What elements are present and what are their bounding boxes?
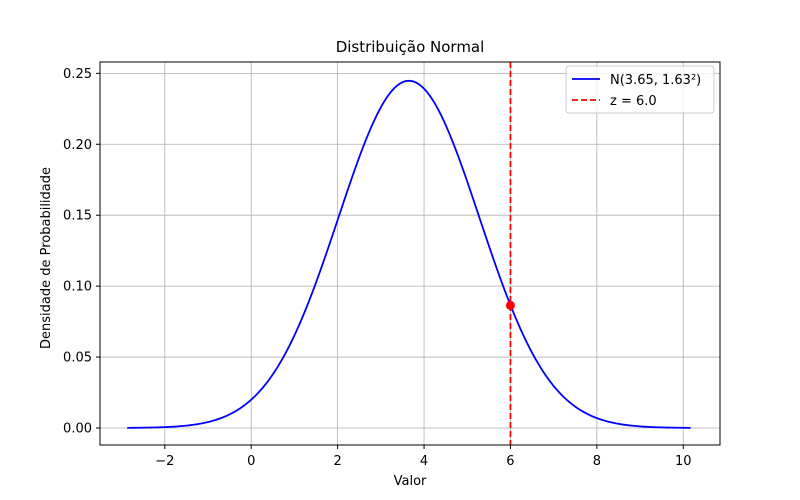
x-tick-label: 0 xyxy=(247,454,255,469)
plot-area xyxy=(127,62,691,445)
axis-ticks: −2 0 2 4 6 8 10 0.00 0.05 0.10 0.15 0.20 0.25 xyxy=(63,67,692,469)
x-tick-label: 10 xyxy=(675,454,692,469)
y-tick-label: 0.15 xyxy=(63,209,92,224)
axes-frame xyxy=(99,61,721,446)
legend-label-normal: N(3.65, 1.63²) xyxy=(610,73,701,88)
legend-label-zline: z = 6.0 xyxy=(610,94,657,109)
y-tick-label: 0.25 xyxy=(63,67,92,82)
y-axis-label: Densidade de Probabilidade xyxy=(39,167,54,349)
y-tick-label: 0.00 xyxy=(63,421,92,436)
x-tick-label: 6 xyxy=(506,454,514,469)
x-axis-label: Valor xyxy=(394,474,427,489)
legend: N(3.65, 1.63²) z = 6.0 xyxy=(565,65,715,114)
y-tick-label: 0.10 xyxy=(63,280,92,295)
x-tick-label: −2 xyxy=(155,454,174,469)
legend-box xyxy=(565,65,715,114)
z-density-marker xyxy=(505,300,515,310)
y-tick-label: 0.05 xyxy=(63,351,92,366)
x-tick-label: 8 xyxy=(593,454,601,469)
y-tick-label: 0.20 xyxy=(63,138,92,153)
normal-pdf-curve xyxy=(127,79,691,429)
chart-title: Distribuição Normal xyxy=(336,38,485,56)
grid-lines xyxy=(100,62,720,445)
x-tick-label: 4 xyxy=(420,454,428,469)
x-tick-label: 2 xyxy=(333,454,341,469)
